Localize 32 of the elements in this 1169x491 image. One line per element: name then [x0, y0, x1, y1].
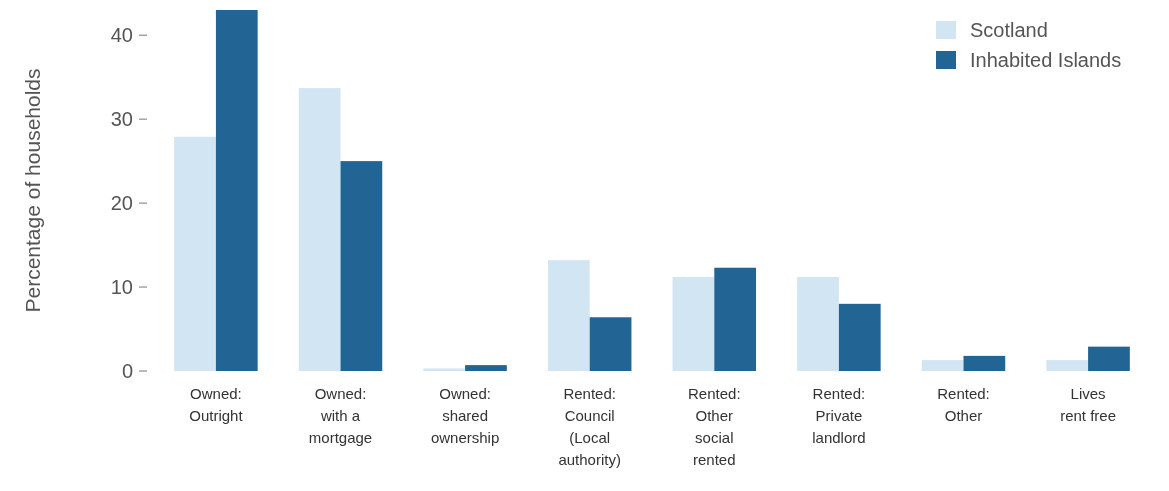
x-tick-label: Lives rent free [1060, 385, 1117, 424]
bar [797, 276, 839, 371]
bar [963, 355, 1006, 371]
bar [547, 260, 590, 371]
x-tick-label: Owned: Outright [189, 385, 244, 424]
bar [340, 161, 383, 371]
legend-label: Inhabited Islands [970, 49, 1122, 71]
bar [714, 267, 757, 371]
y-axis-title: Percentage of households [21, 68, 44, 313]
x-tick-label: Rented: Private landlord [812, 385, 866, 446]
legend-label: Scotland [970, 19, 1048, 41]
bar [589, 317, 632, 371]
y-tick-label: 10 [110, 276, 133, 299]
x-tick-label: Rented: Council (Local authority) [558, 385, 621, 468]
y-tick-label: 0 [121, 360, 133, 382]
bar [1088, 346, 1130, 371]
bar [174, 136, 216, 371]
bar [672, 276, 715, 371]
bar [921, 360, 964, 371]
x-tick-label: Owned: with a mortgage [308, 385, 373, 446]
bar [1046, 360, 1089, 371]
bar [838, 303, 881, 371]
x-tick-label: Rented: Other [937, 385, 990, 424]
y-tick-label: 30 [110, 108, 133, 131]
bar [298, 88, 341, 371]
bar [215, 10, 258, 371]
bar [465, 365, 507, 371]
y-tick-label: 20 [110, 192, 133, 215]
x-tick-label: Rented: Other social rented [688, 385, 741, 468]
y-tick-label: 40 [110, 24, 133, 47]
x-tick-label: Owned: shared ownership [430, 385, 500, 446]
bar [423, 368, 466, 371]
